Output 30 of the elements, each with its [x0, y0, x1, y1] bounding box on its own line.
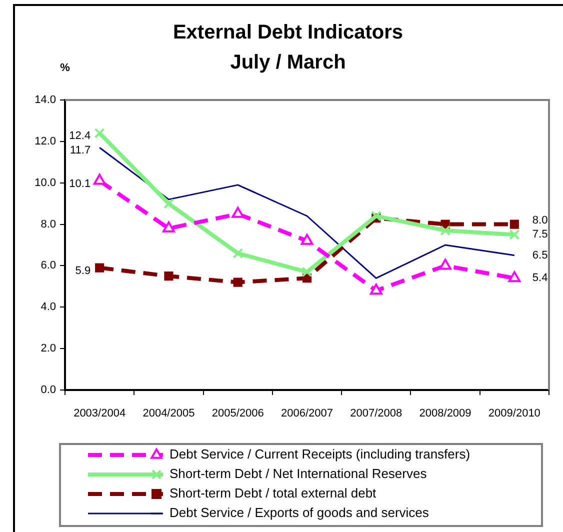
data-label: 8.0 [532, 214, 548, 227]
legend-label: Short-term Debt / total external debt [170, 486, 377, 501]
chart-title: External Debt Indicators [172, 22, 404, 44]
y-tick-label: 0.0 [40, 384, 56, 396]
data-label: 12.4 [69, 130, 91, 142]
legend-label: Debt Service / Exports of goods and services [170, 505, 430, 520]
data-label: 11.7 [70, 144, 91, 157]
x-tick-label: 2007/2008 [350, 408, 402, 420]
y-tick-label: 14.0 [34, 94, 56, 106]
legend-label: Debt Service / Current Receipts (including transfers) [170, 446, 470, 462]
data-label: 5.9 [75, 264, 91, 277]
y-tick-label: 10.0 [34, 176, 56, 189]
y-tick-label: 12.0 [34, 135, 56, 148]
x-tick-label: 2006/2007 [281, 408, 333, 420]
y-tick-label: 6.0 [40, 260, 56, 272]
y-tick-label: 8.0 [40, 218, 56, 230]
data-label: 5.4 [532, 272, 548, 284]
x-tick-label: 2004/2005 [142, 408, 195, 420]
y-tick-label: 4.0 [40, 301, 56, 314]
y-tick-label: 2.0 [40, 342, 56, 355]
y-axis-title: % [60, 62, 70, 74]
legend-label: Short-term Debt / Net International Reserves [170, 466, 428, 482]
data-label: 10.1 [69, 178, 91, 190]
chart-subtitle: July / March [230, 52, 346, 74]
data-label: 6.5 [532, 249, 548, 262]
x-tick-label: 2008/2009 [419, 408, 472, 420]
x-tick-label: 2005/2006 [212, 408, 264, 420]
x-tick-label: 2003/2004 [74, 408, 126, 420]
x-tick-label: 2009/2010 [488, 408, 540, 420]
data-label: 7.5 [532, 228, 548, 241]
